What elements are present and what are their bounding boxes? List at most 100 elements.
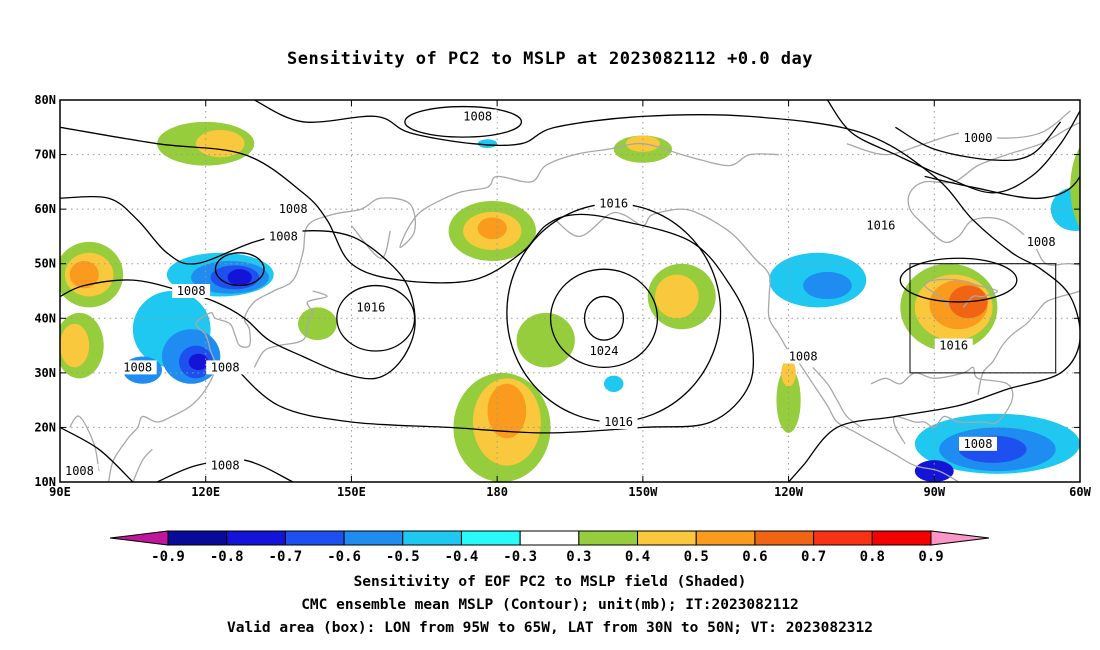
contour-label: 1008 [177,284,206,298]
colorbar-arrow-high [930,530,990,546]
contour-label: 1008 [1027,235,1056,249]
colorbar-label: 0.9 [918,549,943,565]
contour-label: 1016 [939,339,968,353]
colorbar-label: 0.6 [742,549,767,565]
contour-label-bg [60,464,99,479]
mslp-contour [254,100,1080,482]
colorbar-swatch [167,530,228,546]
sensitivity-map: 1008 1008 1008 1008 1008 1008 1008 1008 1016 1016… [34,93,1100,565]
colorbar-swatch [402,530,462,546]
shade-blob [803,271,852,300]
sensitivity-shading [60,121,1100,482]
contour-labels: 1008 1008 1008 1008 1008 1008 1008 1008 1016 1016… [60,109,1061,479]
colorbar: -0.9 -0.8 -0.7 -0.6 -0.5 -0.4 -0.3 0.3 0.4 0.5 0.6… [109,530,990,565]
lon-tick-label: 120W [774,485,804,499]
mslp-contour [583,295,625,341]
contour-label-bg [172,284,211,298]
lon-tick-label: 90E [49,485,71,499]
shade-blob [69,260,99,289]
contour-label: 1008 [463,109,492,123]
contour-label: 1008 [269,229,298,243]
caption-valid-area: Valid area (box): LON from 95W to 65W, L… [226,620,873,636]
contour-label-bg [599,414,638,429]
shade-blob [477,139,498,149]
shade-blob [60,323,90,368]
caption-contour: CMC ensemble mean MSLP (Contour); unit(m… [301,597,799,613]
mslp-contour [895,121,1062,162]
colorbar-swatch [226,530,286,546]
shade-blob [188,353,209,371]
coastline [923,278,999,308]
lat-tick-label: 80N [34,93,56,107]
colorbar-label: 0.4 [625,549,650,565]
contour-label-bg [959,131,997,146]
colorbar-label: -0.4 [445,549,479,565]
contour-label-bg [594,196,633,211]
colorbar-swatch [460,530,521,546]
shade-blob [1095,144,1100,188]
contour-label: 1016 [356,300,385,314]
contour-label-bg [934,338,973,353]
shade-blob [477,217,507,240]
coastline [107,142,779,482]
contour-label: 1016 [599,197,628,211]
coastline [69,415,100,472]
contour-label: 1016 [604,415,633,429]
lon-tick-label: 90W [923,485,945,499]
contour-label-bg [351,300,390,315]
colorbar-swatch [343,530,404,546]
lat-tick-label: 50N [34,257,56,271]
lon-tick-label: 150E [337,485,366,499]
contour-label-bg [206,458,245,473]
contour-label-bg [206,360,245,375]
shade-blob [298,307,337,341]
colorbar-label: -0.3 [503,549,537,565]
shade-blob [1070,146,1080,228]
colorbar-label: -0.6 [327,549,361,565]
colorbar-label: 0.7 [801,549,826,565]
valid-area-box [909,263,1057,374]
map-frame [59,99,1081,483]
colorbar-swatch [578,530,639,546]
lat-tick-label: 30N [34,366,56,380]
shade-blob [914,460,954,482]
coastline [812,366,862,428]
contour-label-bg [585,344,623,359]
contour-label-bg [118,360,157,375]
mslp-contour [1079,477,1080,482]
mslp-contour [549,268,659,369]
lon-tick-label: 120E [191,485,220,499]
mslp-contour [214,252,265,287]
contour-label-bg [1022,234,1061,249]
shade-blob [655,274,699,319]
colorbar-label: -0.7 [269,549,303,565]
coastline [350,225,391,259]
lat-tick-label: 10N [34,475,56,489]
contour-label: 1016 [866,219,895,233]
contour-label: 1024 [590,344,619,358]
mslp-contour [899,257,1018,303]
contour-label: 1008 [211,360,240,374]
shade-blob [516,312,575,368]
colorbar-swatch [754,530,815,546]
map-title: Sensitivity of PC2 to MSLP at 2023082112… [286,49,813,69]
lon-tick-label: 180 [486,485,508,499]
mslp-contour [924,174,1080,200]
mslp-contour [60,126,755,434]
lat-tick-label: 70N [34,148,56,162]
contour-label: 1000 [964,131,993,145]
shade-blob [776,367,801,433]
mslp-contour [60,426,134,482]
colorbar-swatch [284,530,345,546]
lat-tick-label: 60N [34,202,56,216]
colorbar-label: 0.8 [860,549,885,565]
colorbar-label: 0.3 [566,549,591,565]
mslp-contour [404,105,523,138]
colorbar-swatch [695,530,756,546]
contour-label-bg [959,436,997,451]
colorbar-label: -0.9 [151,549,185,565]
contour-label: 1008 [964,437,993,451]
lat-tick-label: 40N [34,311,56,325]
contour-label-bg [274,202,313,217]
